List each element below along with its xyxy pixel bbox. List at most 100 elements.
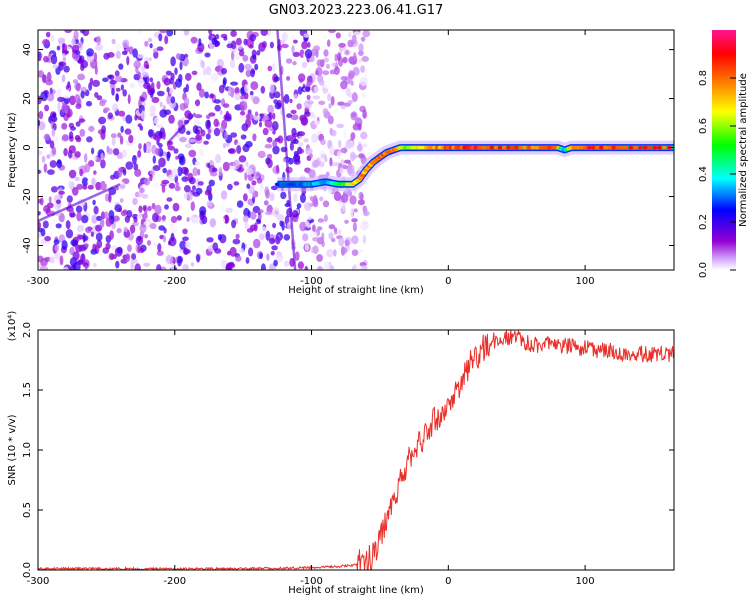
noise-speckle — [275, 164, 280, 174]
noise-speckle — [210, 73, 219, 81]
noise-speckle — [303, 33, 310, 38]
noise-speckle — [338, 237, 345, 247]
noise-speckle — [127, 94, 131, 105]
noise-speckle — [321, 232, 325, 241]
noise-speckle — [306, 213, 313, 221]
snr-x-axis-label: Height of straight line (km) — [288, 585, 424, 596]
trace-sample — [514, 145, 520, 150]
noise-speckle — [45, 31, 51, 38]
noise-speckle — [329, 145, 335, 156]
noise-speckle — [111, 38, 116, 45]
noise-speckle — [343, 255, 348, 261]
noise-speckle — [90, 231, 95, 238]
noise-speckle — [333, 249, 337, 257]
noise-speckle — [51, 112, 57, 118]
noise-speckle — [99, 180, 107, 191]
noise-speckle — [267, 158, 273, 169]
noise-speckle — [259, 252, 263, 259]
noise-speckle — [328, 224, 336, 230]
noise-speckle — [143, 262, 151, 267]
noise-speckle — [227, 183, 233, 191]
noise-speckle — [166, 95, 171, 105]
noise-speckle — [177, 256, 182, 267]
noise-speckle — [205, 114, 211, 120]
noise-speckle — [246, 228, 254, 233]
noise-speckle — [319, 150, 326, 161]
noise-speckle — [346, 164, 355, 174]
noise-speckle — [149, 112, 156, 117]
noise-speckle — [55, 223, 62, 229]
noise-speckle — [102, 77, 109, 83]
noise-speckle — [343, 128, 347, 139]
noise-speckle — [283, 95, 287, 103]
noise-speckle — [243, 38, 248, 46]
noise-speckle — [94, 65, 98, 75]
noise-speckle — [233, 181, 240, 186]
noise-speckle — [312, 200, 319, 208]
noise-speckle — [56, 199, 61, 205]
colorbar-gradient — [712, 30, 736, 270]
noise-speckle — [54, 244, 60, 252]
noise-speckle — [104, 211, 109, 219]
noise-speckle — [102, 247, 109, 254]
noise-speckle — [122, 39, 130, 49]
noise-speckle — [242, 54, 249, 62]
noise-speckle — [168, 114, 175, 124]
noise-speckle — [330, 129, 337, 137]
noise-speckle — [339, 167, 345, 175]
noise-speckle — [198, 38, 202, 47]
noise-speckle — [147, 37, 153, 43]
noise-speckle — [57, 101, 61, 112]
noise-speckle — [245, 141, 253, 148]
noise-speckle — [362, 109, 367, 119]
noise-speckle — [256, 50, 261, 56]
spectrogram-noise — [38, 30, 371, 270]
noise-speckle — [293, 93, 298, 100]
noise-speckle — [237, 44, 243, 50]
noise-speckle — [62, 57, 67, 62]
spectrogram-y-ticks: -40 -20 0 20 40 — [22, 43, 674, 254]
snr-y-multiplier: (x10⁴) — [7, 311, 18, 342]
noise-speckle — [258, 233, 265, 241]
noise-speckle — [304, 202, 312, 211]
noise-speckle — [351, 112, 357, 118]
noise-speckle — [192, 185, 196, 191]
noise-speckle — [309, 196, 315, 202]
trace-sample — [628, 145, 634, 150]
noise-speckle — [281, 43, 289, 49]
noise-speckle — [334, 53, 338, 62]
noise-speckle — [53, 239, 60, 245]
noise-speckle — [115, 75, 123, 83]
noise-speckle — [149, 223, 157, 230]
noise-speckle — [221, 67, 227, 75]
noise-speckle — [141, 194, 149, 199]
noise-speckle — [193, 119, 201, 126]
noise-speckle — [91, 214, 98, 224]
noise-speckle — [359, 224, 368, 231]
noise-speckle — [222, 142, 227, 149]
noise-speckle — [131, 253, 137, 260]
noise-speckle — [239, 101, 248, 112]
noise-speckle — [183, 97, 190, 107]
noise-speckle — [214, 104, 221, 112]
noise-speckle — [326, 248, 334, 258]
noise-speckle — [174, 185, 181, 192]
snr-x-ticks: -300 -200 -100 0 100 — [27, 330, 595, 587]
noise-speckle — [342, 164, 349, 170]
noise-speckle — [297, 86, 303, 95]
noise-speckle — [207, 128, 212, 134]
noise-speckle — [138, 143, 142, 150]
noise-speckle — [227, 148, 235, 154]
noise-speckle — [362, 30, 371, 38]
noise-speckle — [54, 252, 61, 260]
noise-speckle — [138, 205, 143, 213]
noise-speckle — [125, 161, 134, 170]
noise-speckle — [290, 109, 297, 114]
noise-speckle — [361, 143, 368, 148]
noise-speckle — [107, 112, 114, 119]
noise-speckle — [238, 62, 245, 73]
noise-speckle — [162, 235, 167, 243]
noise-speckle — [185, 83, 189, 93]
noise-speckle — [338, 42, 346, 48]
noise-speckle — [103, 107, 111, 112]
